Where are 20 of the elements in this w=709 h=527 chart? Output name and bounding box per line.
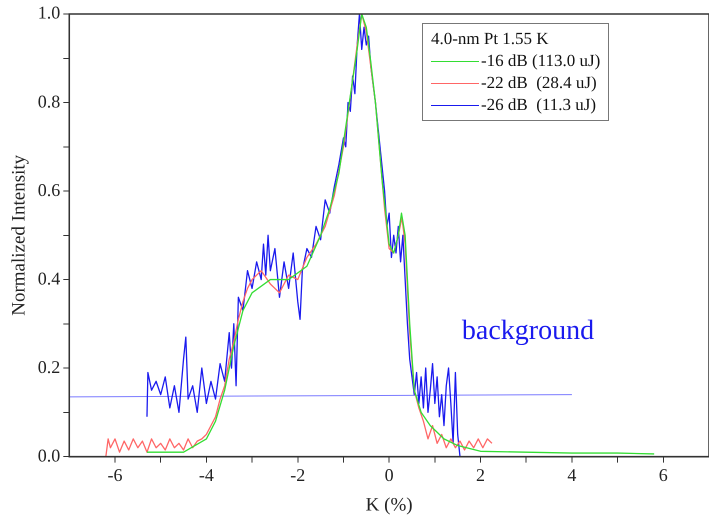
x-tick-label: 2	[476, 465, 486, 486]
y-tick-label: 0.8	[38, 91, 60, 112]
legend-label: -22 dB (28.4 uJ)	[481, 72, 597, 94]
legend-label: -16 dB (113.0 uJ)	[481, 50, 600, 72]
x-axis-title: K (%)	[366, 494, 413, 516]
x-tick-label: -6	[107, 465, 122, 486]
y-tick-label: 0.6	[38, 180, 60, 200]
legend-title: 4.0-nm Pt 1.55 K	[431, 28, 550, 50]
y-axis-title: Normalized Intensity	[8, 154, 30, 316]
annotation: background	[462, 314, 594, 346]
x-tick-label: -2	[290, 465, 306, 486]
x-tick-label: 6	[658, 465, 668, 486]
x-tick-label: -4	[198, 465, 214, 486]
y-tick-label: 0.2	[38, 356, 60, 377]
y-tick-label: 0.0	[38, 445, 60, 466]
y-tick-label: 0.4	[38, 268, 60, 288]
legend-label: -26 dB (11.3 uJ)	[481, 94, 596, 116]
y-tick-label: 1.0	[38, 2, 60, 23]
x-tick-label: 0	[384, 465, 394, 486]
x-tick-label: 4	[567, 465, 576, 486]
